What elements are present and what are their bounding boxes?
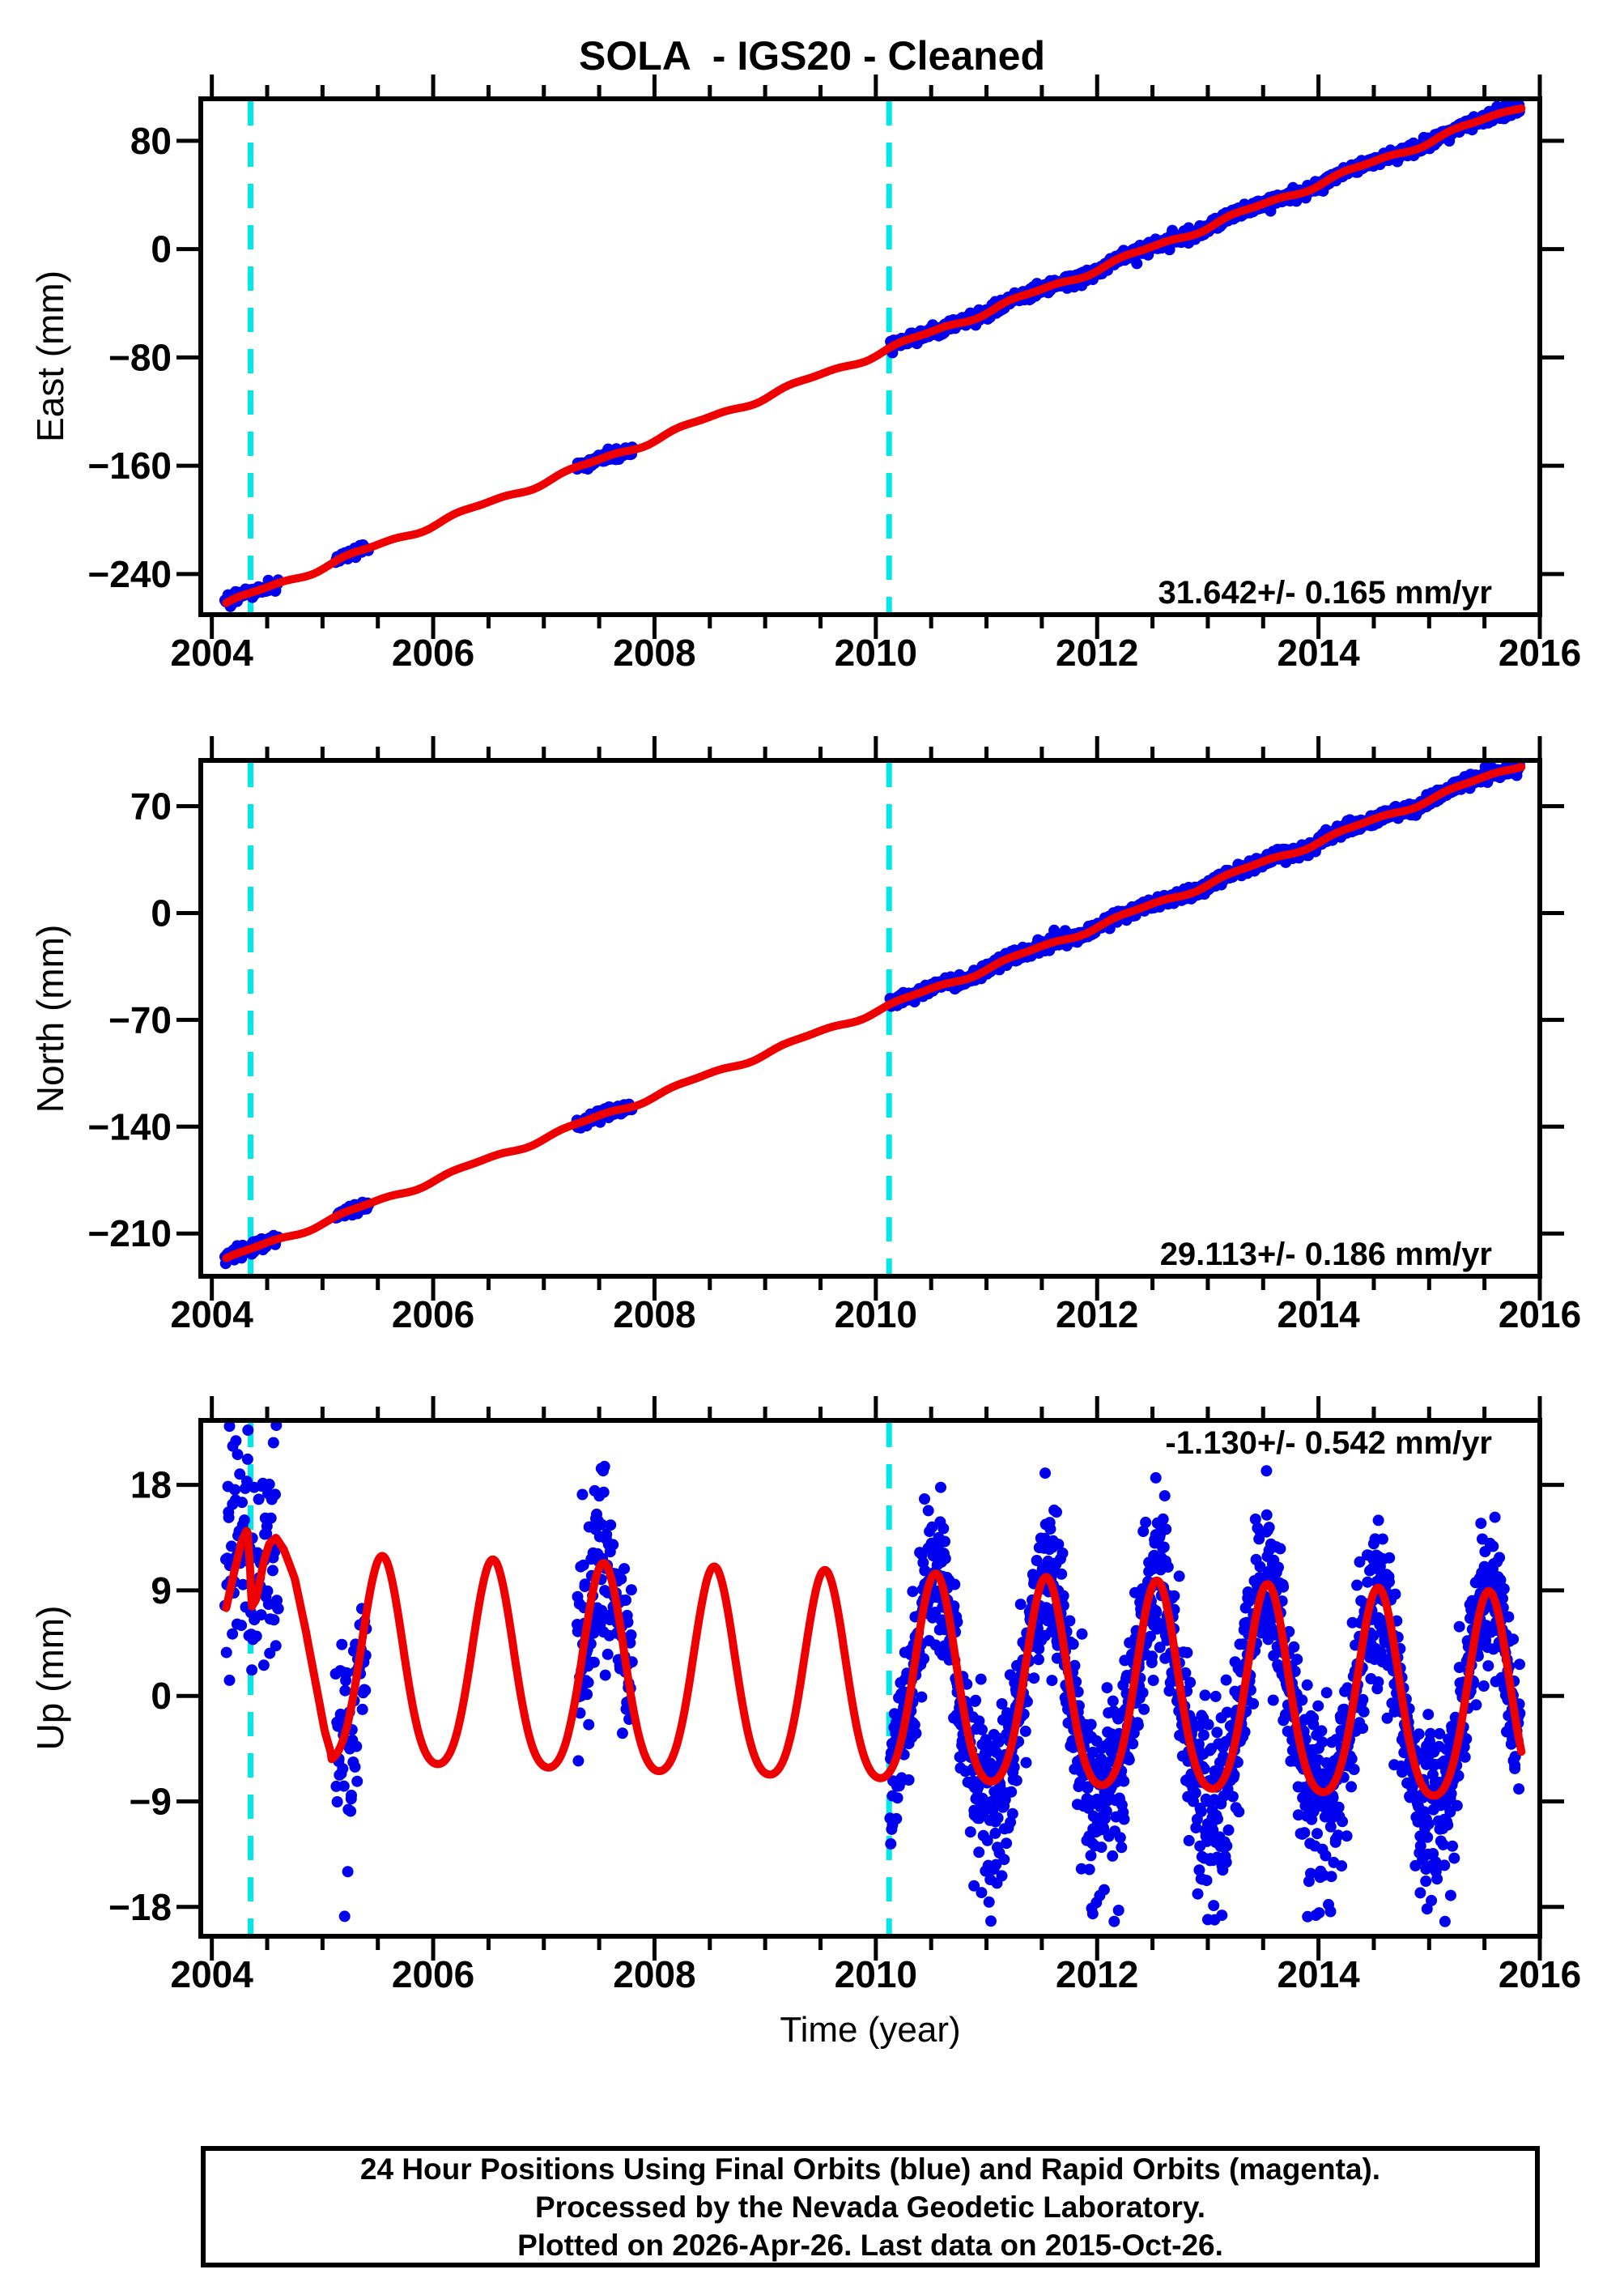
north-y-tick-label: −70	[108, 998, 172, 1041]
north-x-tick-label: 2010	[835, 1293, 917, 1335]
east-x-tick-label: 2006	[392, 632, 474, 674]
north-rate-annotation: 29.113+/- 0.186 mm/yr	[1159, 1237, 1492, 1272]
east-y-tick-label: 80	[130, 120, 172, 162]
up-y-tick-label: −18	[108, 1886, 172, 1928]
panel-north-frame: 70 0 −70 −140 −210 2004 2006 2008 2010 2012 2014 20…	[87, 736, 1581, 1335]
east-y-tick-label: −240	[87, 553, 172, 595]
east-rate-annotation: 31.642+/- 0.165 mm/yr	[1158, 575, 1492, 611]
east-y-tick-label: 0	[151, 228, 172, 270]
panel-up-data	[219, 1420, 1526, 1934]
north-axis-title: North (mm)	[29, 924, 71, 1113]
east-y-tick-label: −160	[87, 445, 172, 487]
north-x-tick-label: 2008	[613, 1293, 695, 1335]
east-x-tick-label: 2008	[613, 632, 695, 674]
north-y-tick-label: −210	[87, 1212, 172, 1254]
panel-east-data	[219, 99, 1526, 612]
east-axis-title: East (mm)	[29, 270, 71, 443]
north-x-tick-label: 2014	[1277, 1293, 1360, 1335]
up-y-tick-label: 0	[151, 1675, 172, 1717]
panel-north-data	[219, 760, 1526, 1274]
north-y-tick-label: 70	[130, 786, 172, 828]
panel-east-frame: 80 0 −80 −160 −240 2004 2006 2008 2010 2012 2014 20…	[87, 75, 1581, 674]
east-x-tick-label: 2004	[170, 632, 253, 674]
north-y-tick-label: 0	[151, 892, 172, 934]
up-y-tick-label: −9	[130, 1781, 172, 1823]
up-x-tick-label: 2010	[835, 1953, 917, 1995]
east-y-tick-label: −80	[108, 336, 172, 378]
east-model-curve	[222, 104, 1526, 607]
up-rate-annotation: -1.130+/- 0.542 mm/yr	[1165, 1425, 1492, 1461]
north-x-tick-label: 2004	[170, 1293, 253, 1335]
caption-line-2: Processed by the Nevada Geodetic Laborat…	[535, 2190, 1205, 2224]
caption-line-3: Plotted on 2026-Apr-26. Last data on 201…	[517, 2228, 1223, 2262]
up-y-tick-label: 9	[151, 1569, 172, 1612]
caption-line-1: 24 Hour Positions Using Final Orbits (bl…	[359, 2152, 1381, 2186]
up-y-tick-label: 18	[130, 1464, 172, 1506]
up-x-tick-label: 2016	[1499, 1953, 1581, 1995]
caption-box: 24 Hour Positions Using Final Orbits (bl…	[201, 2146, 1540, 2267]
east-x-tick-label: 2014	[1277, 632, 1360, 674]
north-y-tick-label: −140	[87, 1105, 172, 1148]
panel-up-frame: 18 9 0 −9 −18 2004 2006 2008 2010 2012 2014 2016	[108, 1396, 1581, 1995]
up-x-tick-label: 2004	[170, 1953, 253, 1995]
east-x-tick-label: 2016	[1499, 632, 1581, 674]
north-model-curve	[222, 763, 1526, 1262]
up-model-curve	[222, 1526, 1526, 1800]
north-x-tick-label: 2012	[1056, 1293, 1138, 1335]
north-x-tick-label: 2006	[392, 1293, 474, 1335]
up-x-tick-label: 2008	[613, 1953, 695, 1995]
chart-title: SOLA - IGS20 - Cleaned	[578, 33, 1046, 79]
north-x-tick-label: 2016	[1499, 1293, 1581, 1335]
up-x-tick-label: 2006	[392, 1953, 474, 1995]
east-x-tick-label: 2012	[1056, 632, 1138, 674]
time-axis-title: Time (year)	[780, 2010, 961, 2050]
east-x-tick-label: 2010	[835, 632, 917, 674]
up-x-tick-label: 2012	[1056, 1953, 1138, 1995]
up-x-tick-label: 2014	[1277, 1953, 1360, 1995]
up-axis-title: Up (mm)	[29, 1605, 71, 1751]
